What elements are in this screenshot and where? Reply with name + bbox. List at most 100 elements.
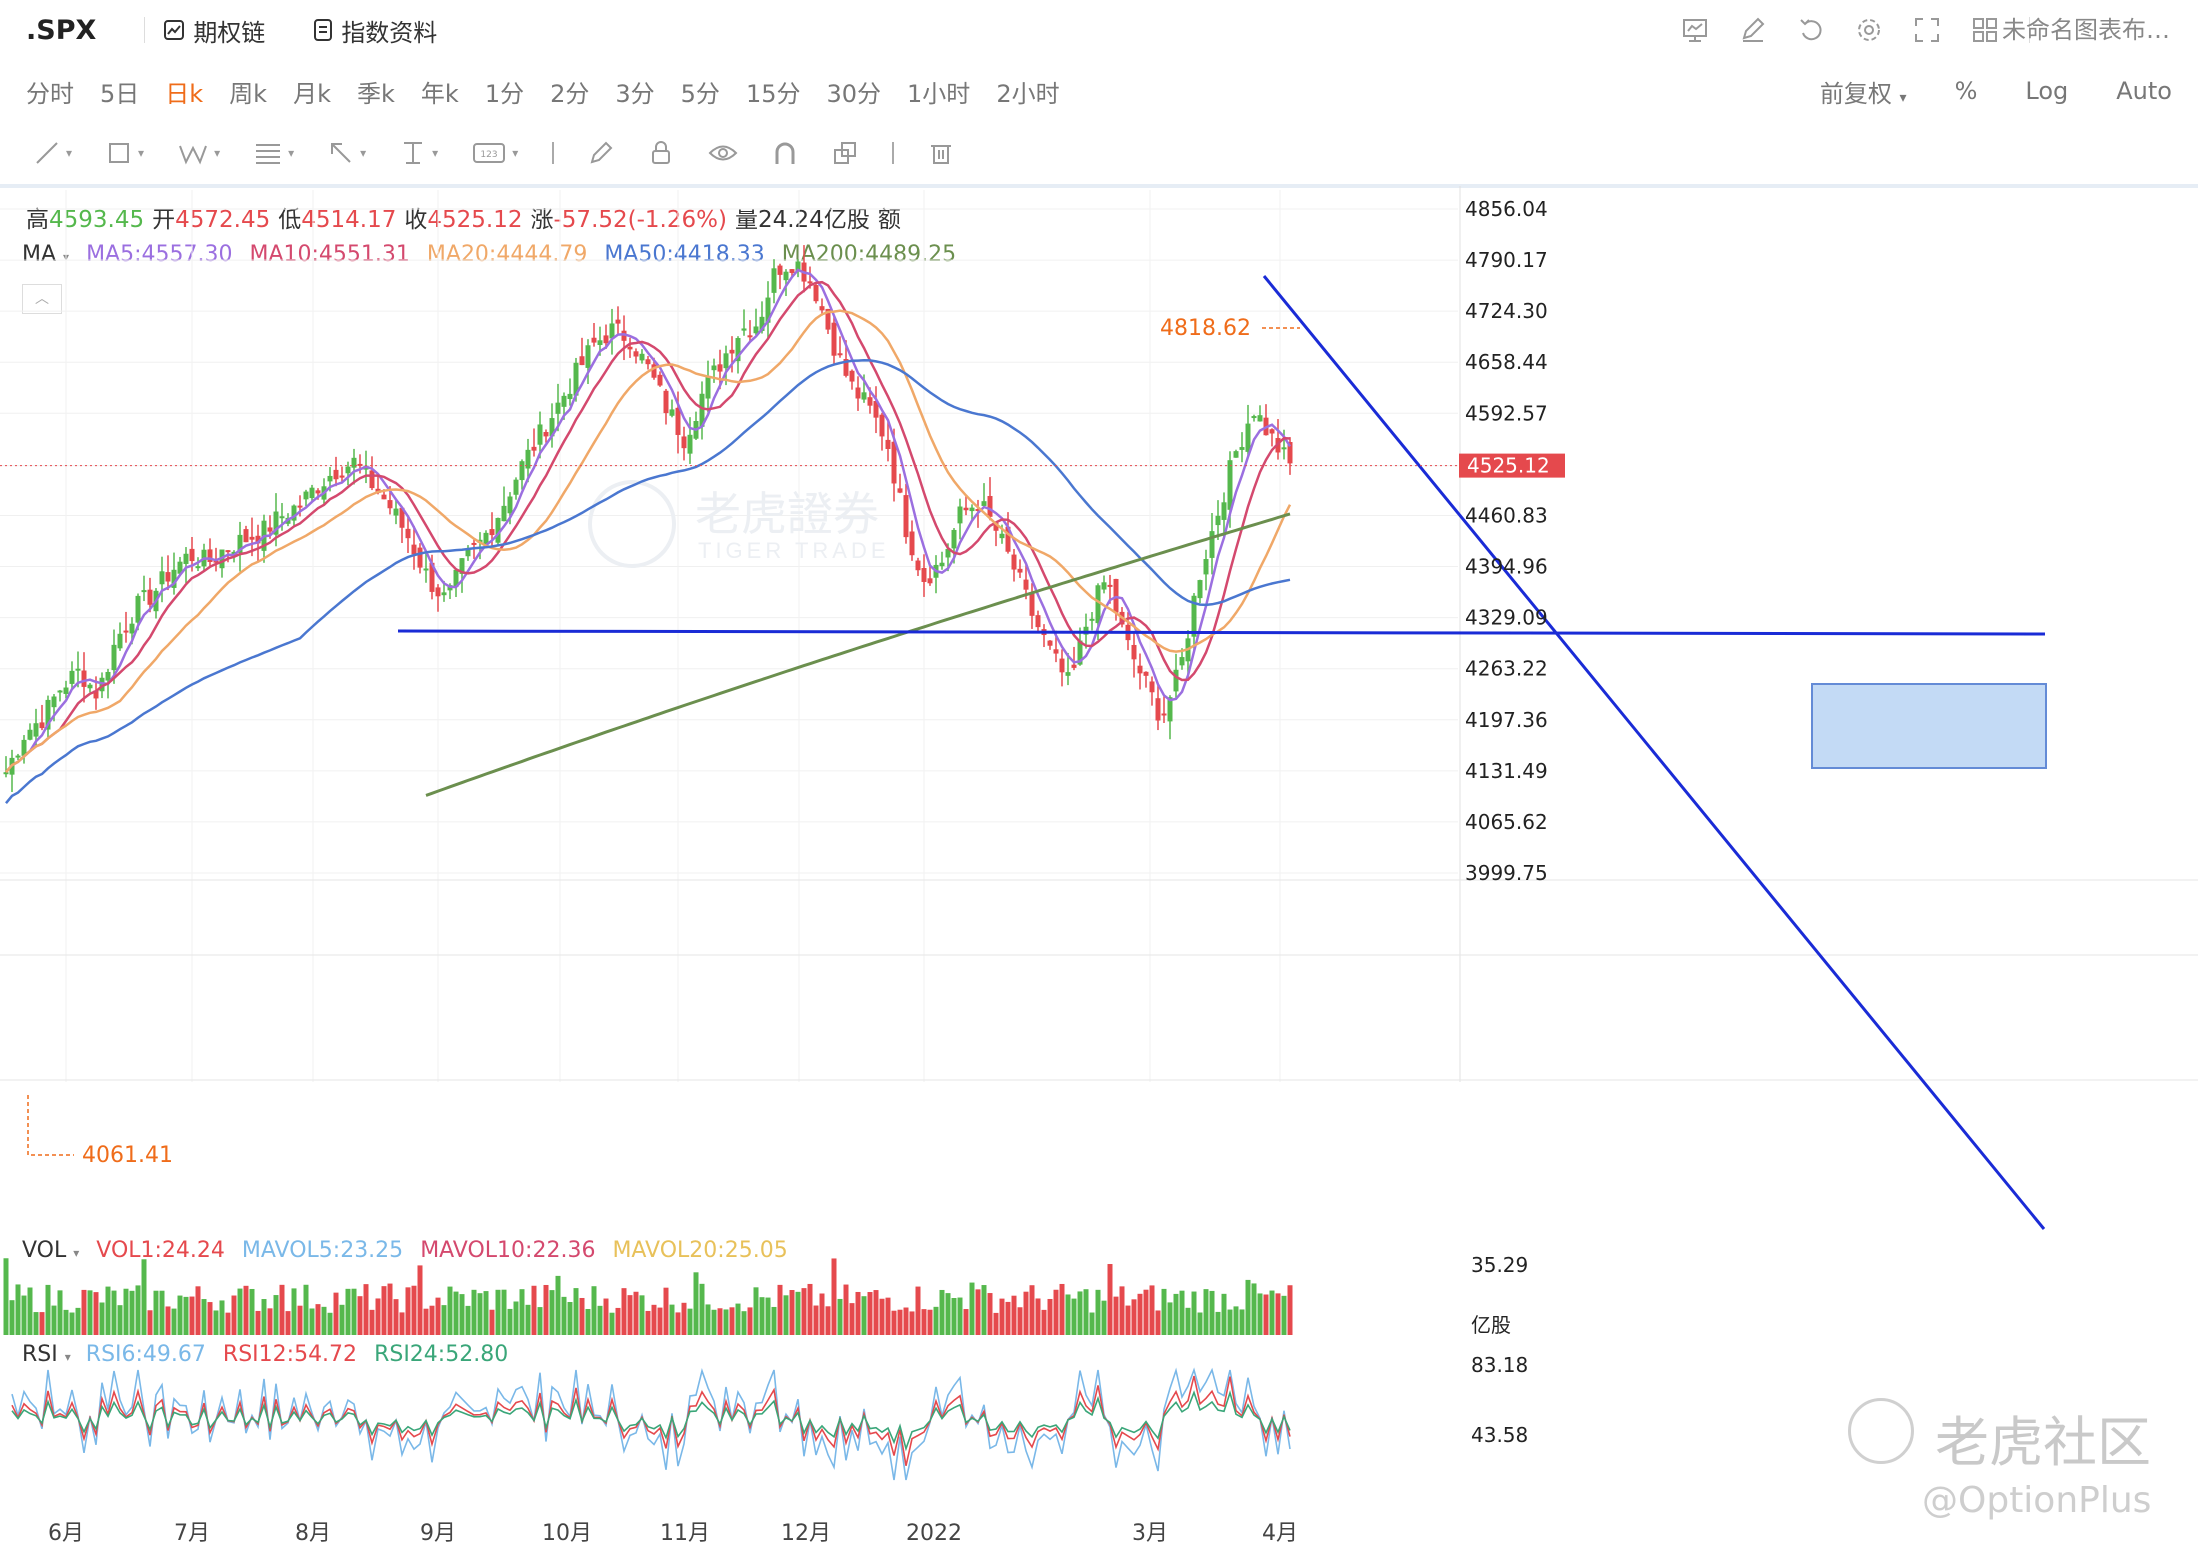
percent-button[interactable]: % — [1954, 77, 1978, 105]
divider — [892, 142, 895, 164]
symbol-label[interactable]: .SPX — [26, 14, 97, 46]
fib-tool-icon[interactable]: ▾ — [256, 144, 295, 164]
volume-bar — [147, 1310, 153, 1335]
period-tab[interactable]: 周k — [229, 79, 268, 108]
candle-body — [621, 330, 627, 341]
period-tab[interactable]: 5分 — [680, 79, 720, 108]
option-chain-button[interactable]: 期权链 — [163, 13, 265, 48]
volume-bar — [1269, 1290, 1275, 1335]
undo-icon[interactable] — [1797, 16, 1825, 44]
period-tab[interactable]: 分时 — [26, 79, 74, 108]
index-info-button[interactable]: 指数资料 — [313, 13, 437, 48]
mavol5-value: MAVOL5:23.25 — [241, 1238, 404, 1263]
candle-body — [1017, 568, 1023, 573]
candle-body — [345, 466, 351, 474]
volume-bar — [213, 1310, 219, 1335]
period-tab[interactable]: 1小时 — [907, 79, 971, 108]
price-tick: 4263.22 — [1465, 657, 1548, 681]
candle-body — [651, 364, 657, 378]
volume-bar — [735, 1303, 741, 1335]
candle-body — [969, 507, 975, 512]
candle-body — [1029, 593, 1035, 616]
ma200-line — [425, 512, 1291, 797]
ma-indicator-dropdown[interactable]: MA ▾ — [22, 242, 69, 267]
candle-body — [135, 595, 141, 623]
candle-body — [855, 387, 861, 399]
candle-body — [279, 516, 285, 519]
period-tab[interactable]: 1分 — [484, 79, 525, 108]
settings-icon[interactable] — [1855, 16, 1883, 44]
collapse-legend-button[interactable]: ︿ — [22, 284, 62, 314]
change-label: 涨 — [530, 207, 554, 233]
volume-bar — [633, 1291, 639, 1335]
magnet-icon[interactable] — [772, 140, 798, 166]
eye-icon[interactable] — [708, 140, 738, 166]
period-tab[interactable]: 2分 — [550, 79, 590, 108]
index-info-label: 指数资料 — [341, 18, 438, 47]
volume-bar — [177, 1295, 183, 1335]
candle-body — [267, 527, 273, 532]
chart-icon[interactable] — [1681, 16, 1709, 44]
arrow-tool-icon[interactable]: ▾ — [328, 140, 366, 166]
high-marker: 4818.62 — [1160, 316, 1251, 341]
chart-layout-name[interactable]: 未命名图表布… — [2002, 16, 2170, 44]
candle-body — [705, 375, 711, 399]
volume-bar — [897, 1309, 903, 1335]
candle-body — [1035, 615, 1041, 628]
candle-body — [243, 529, 249, 543]
trash-icon[interactable] — [928, 140, 954, 166]
volume-bar — [651, 1304, 657, 1335]
period-tab[interactable]: 2小时 — [996, 79, 1060, 108]
fullscreen-icon[interactable] — [1913, 16, 1941, 44]
lock-icon[interactable] — [648, 140, 674, 166]
candle-body — [645, 359, 651, 365]
period-tab[interactable]: 年k — [420, 79, 459, 108]
price-tick: 4065.62 — [1465, 810, 1548, 834]
volume-bar — [789, 1290, 795, 1335]
vol-axis-top: 35.29 — [1471, 1253, 1528, 1277]
pen-icon[interactable] — [588, 140, 614, 166]
period-tab[interactable]: 月k — [293, 79, 331, 108]
volume-bar — [45, 1284, 51, 1335]
candle-body — [513, 479, 519, 495]
auto-button[interactable]: Auto — [2116, 77, 2172, 105]
measure-tool-icon[interactable]: ▾ — [404, 142, 439, 164]
log-button[interactable]: Log — [2025, 77, 2069, 105]
adjust-dropdown[interactable]: 前复权 ▾ — [1819, 79, 1907, 108]
volume-bar — [555, 1275, 561, 1335]
volume-bar — [429, 1305, 435, 1335]
period-tab[interactable]: 季k — [357, 79, 395, 108]
label-tool-icon[interactable]: 123 ▾ — [472, 140, 518, 166]
volume-bar — [1131, 1299, 1137, 1335]
rsi-indicator-dropdown[interactable]: RSI ▾ — [22, 1342, 71, 1367]
rect-tool-icon[interactable]: ▾ — [106, 140, 144, 166]
candle-body — [909, 531, 915, 556]
wave-tool-icon[interactable]: ▾ — [178, 140, 220, 166]
candle-body — [339, 475, 345, 478]
volume-bar — [687, 1308, 693, 1335]
candle-body — [123, 630, 129, 633]
layout-icon[interactable] — [1971, 16, 1999, 44]
candle-body — [993, 522, 999, 531]
period-tab[interactable]: 30分 — [826, 79, 882, 108]
watermark-logo — [588, 480, 676, 568]
edit-icon[interactable] — [1739, 16, 1767, 44]
period-tab[interactable]: 日k — [165, 79, 204, 108]
period-tab[interactable]: 3分 — [615, 79, 655, 108]
rsi-axis-top: 83.18 — [1471, 1353, 1528, 1377]
vol-axis-unit: 亿股 — [1471, 1313, 1511, 1337]
watermark-text: 老虎證券 — [695, 488, 879, 540]
candle-body — [393, 508, 399, 516]
volume-bar — [1161, 1288, 1167, 1335]
volume-bar — [873, 1290, 879, 1335]
clone-icon[interactable] — [832, 140, 858, 166]
period-tab[interactable]: 5日 — [100, 79, 140, 108]
candle-body — [1221, 502, 1227, 520]
adjust-label: 前复权 — [1819, 79, 1892, 108]
volume-bar — [1275, 1293, 1281, 1335]
line-tool-icon[interactable]: ▾ — [34, 140, 72, 166]
volume-bar — [549, 1290, 555, 1335]
period-tab[interactable]: 15分 — [745, 79, 801, 108]
vol-indicator-dropdown[interactable]: VOL ▾ — [22, 1238, 80, 1263]
